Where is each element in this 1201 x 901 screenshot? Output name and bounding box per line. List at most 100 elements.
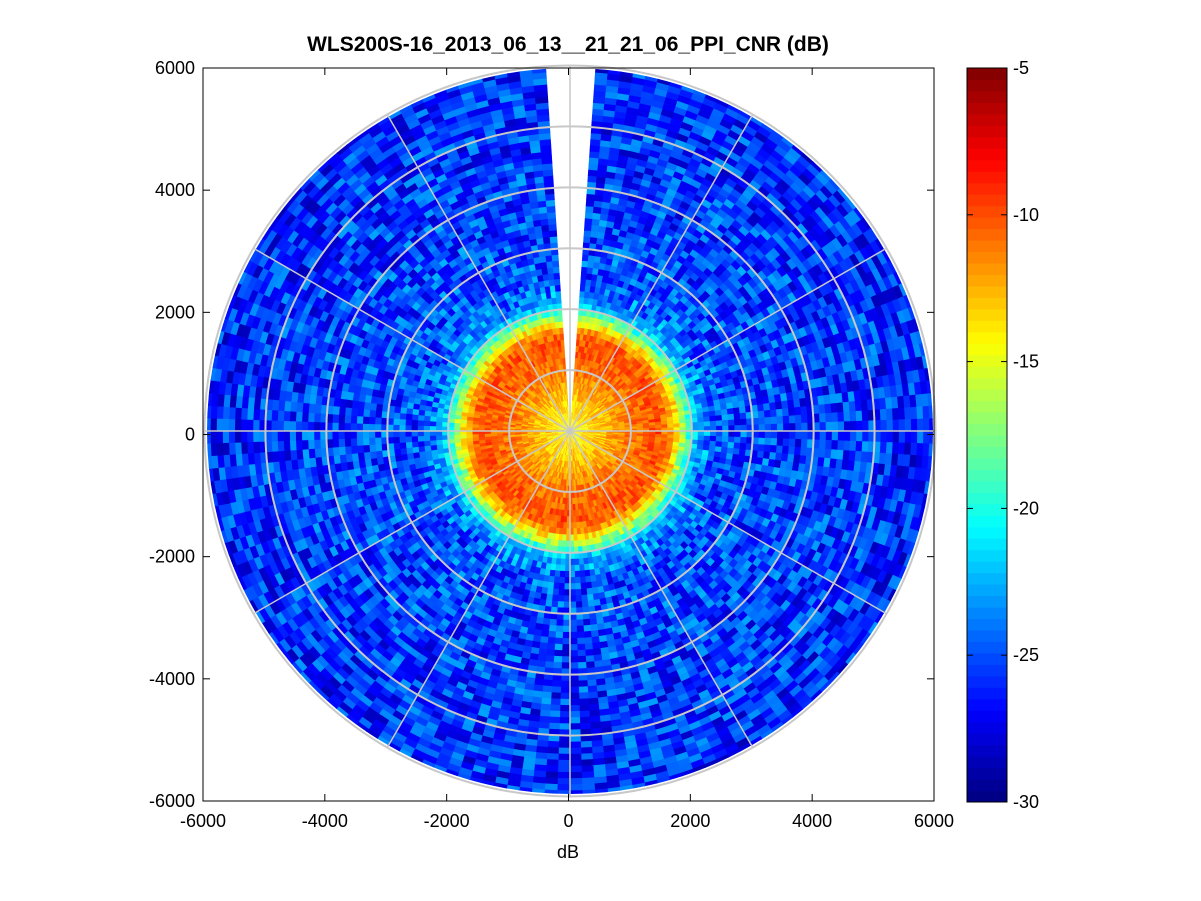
- ppi-cell: [595, 399, 602, 406]
- ppi-cell: [554, 458, 559, 466]
- ppi-cell: [634, 447, 642, 452]
- ppi-cell: [536, 462, 543, 469]
- ppi-cell: [574, 413, 578, 420]
- ppi-cell: [545, 426, 552, 429]
- ppi-cell: [555, 439, 562, 445]
- ppi-cell: [609, 412, 617, 417]
- ppi-cell: [607, 477, 614, 485]
- ppi-cell: [557, 395, 561, 403]
- ppi-cell: [528, 478, 535, 486]
- ppi-cell: [542, 389, 548, 396]
- ppi-cell: [555, 296, 562, 304]
- ppi-cell: [560, 422, 566, 428]
- ppi-cell: [517, 410, 525, 415]
- ppi-cell: [571, 412, 573, 419]
- ppi-cell: [630, 423, 638, 427]
- ppi-cell: [551, 433, 559, 436]
- ppi-cell: [614, 487, 622, 495]
- ppi-cell: [520, 433, 528, 437]
- ppi-cell: [592, 499, 598, 507]
- ppi-cell: [514, 391, 521, 397]
- ppi-cell: [610, 490, 617, 498]
- ppi-cell: [549, 463, 554, 470]
- ppi-cell: [582, 412, 588, 418]
- ppi-cell: [604, 494, 610, 502]
- ppi-cell: [604, 360, 611, 368]
- ppi-cell: [581, 434, 588, 438]
- ppi-cell: [582, 413, 588, 419]
- ppi-cell: [561, 420, 567, 427]
- ppi-cell: [545, 435, 553, 438]
- ppi-cell: [574, 503, 579, 511]
- ppi-cell: [597, 470, 603, 478]
- ppi-cell: [581, 435, 588, 439]
- ppi-cell: [556, 416, 562, 423]
- ppi-cell: [532, 481, 538, 489]
- ppi-cell: [612, 435, 620, 439]
- ppi-cell: [592, 439, 600, 443]
- ppi-cell: [552, 423, 559, 427]
- ppi-cell: [558, 440, 564, 447]
- ppi-cell: [582, 397, 587, 404]
- ppi-cell: [584, 384, 589, 392]
- ppi-cell: [588, 366, 594, 374]
- ppi-cell: [405, 441, 413, 449]
- ppi-cell: [517, 377, 524, 385]
- ppi-cell: [502, 398, 510, 404]
- ppi-cell: [603, 400, 610, 407]
- ppi-cell: [587, 400, 592, 407]
- ppi-cell: [579, 438, 585, 444]
- ppi-cell: [520, 374, 528, 382]
- ppi-cell: [599, 405, 606, 411]
- ppi-cell: [530, 400, 537, 406]
- ppi-cell: [589, 461, 595, 468]
- ppi-cell: [583, 358, 589, 366]
- ppi-cell: [552, 434, 559, 438]
- ppi-cell: [556, 396, 560, 403]
- ppi-cell: [560, 447, 564, 455]
- ppi-cell: [580, 445, 586, 452]
- ppi-cell: [616, 387, 624, 394]
- ppi-cell: [578, 453, 582, 461]
- ppi-cell: [490, 425, 498, 429]
- ppi-cell: [594, 464, 601, 471]
- ppi-cell: [603, 480, 610, 488]
- ppi-cell: [585, 440, 592, 445]
- ppi-cell: [546, 386, 552, 394]
- ppi-cell: [551, 413, 557, 419]
- ppi-cell: [637, 456, 645, 462]
- ppi-cell: [562, 400, 565, 408]
- ppi-cell: [594, 409, 601, 415]
- ppi-cell: [508, 468, 516, 475]
- ppi-cell: [605, 486, 612, 494]
- ppi-cell: [577, 447, 582, 454]
- ppi-cell: [521, 438, 529, 442]
- ppi-cell: [550, 463, 556, 471]
- ppi-cell: [633, 408, 641, 413]
- ppi-cell: [574, 497, 578, 505]
- ppi-cell: [573, 534, 578, 542]
- ppi-cell: [597, 393, 604, 400]
- ppi-cell: [507, 389, 515, 396]
- ppi-cell: [613, 384, 621, 391]
- ppi-cell: [588, 431, 595, 433]
- ppi-cell: [602, 457, 609, 463]
- ppi-cell: [586, 456, 591, 463]
- ppi-cell: [552, 444, 558, 450]
- ppi-cell: [536, 414, 543, 419]
- ppi-cell: [571, 473, 574, 481]
- ppi-cell: [629, 443, 637, 448]
- ppi-cell: [600, 387, 606, 394]
- ppi-cell: [543, 452, 549, 458]
- ppi-cell: [594, 434, 601, 437]
- ppi-cell: [544, 360, 550, 368]
- ppi-cell: [520, 423, 528, 427]
- ppi-cell: [580, 376, 584, 384]
- ppi-cell: [630, 469, 638, 476]
- ppi-cell: [536, 413, 544, 418]
- ppi-cell: [618, 425, 626, 428]
- ppi-cell: [594, 408, 601, 414]
- ppi-cell: [616, 442, 624, 447]
- ppi-cell: [555, 465, 559, 473]
- ppi-cell: [564, 436, 568, 443]
